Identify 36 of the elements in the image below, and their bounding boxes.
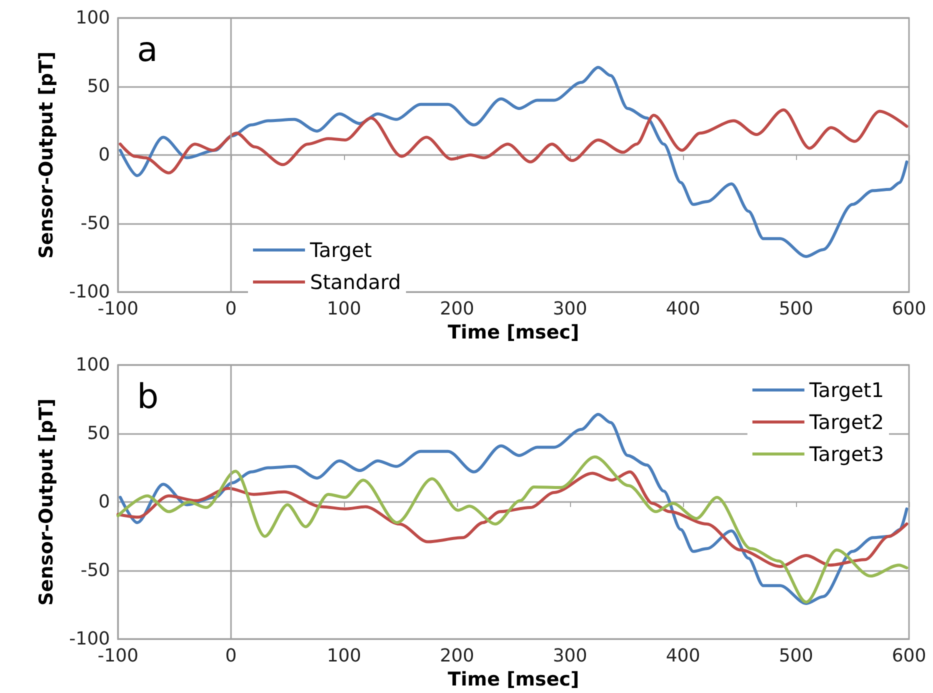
line-series <box>116 470 908 568</box>
x-axis-title: Time [msec] <box>448 668 580 690</box>
legend-label: Target2 <box>808 410 884 434</box>
y-tick-label: -50 <box>80 213 110 234</box>
legend-label: Target3 <box>808 442 884 466</box>
y-axis-title: Sensor-Output [pT] <box>36 398 58 606</box>
x-axis-title: Time [msec] <box>448 322 580 344</box>
x-tick-label: 300 <box>552 645 588 666</box>
legend-label: Target1 <box>808 378 884 402</box>
x-tick-label: 100 <box>326 645 362 666</box>
chart-title: b <box>137 376 159 416</box>
x-tick-label: 200 <box>440 298 474 320</box>
x-tick-label: 400 <box>666 645 700 666</box>
line-series <box>118 108 908 174</box>
y-tick-label: 50 <box>87 422 110 444</box>
y-tick-label: -100 <box>69 628 110 650</box>
y-tick-label: 100 <box>76 354 110 375</box>
x-tick-label: 600 <box>892 298 926 320</box>
x-tick-label: 500 <box>778 298 814 320</box>
x-tick-label: 200 <box>440 645 474 666</box>
y-tick-label: -50 <box>80 560 110 581</box>
y-tick-label: 50 <box>87 76 110 98</box>
y-tick-label: 100 <box>76 8 110 28</box>
y-tick-label: 0 <box>98 144 110 166</box>
x-tick-label: 600 <box>892 645 926 666</box>
x-tick-label: 100 <box>326 298 362 320</box>
x-tick-label: 300 <box>552 298 588 320</box>
x-tick-label: 400 <box>666 298 700 320</box>
legend-label: Standard <box>310 270 401 294</box>
legend-label: Target <box>309 238 372 262</box>
x-tick-label: 0 <box>225 298 237 320</box>
y-axis-title: Sensor-Output [pT] <box>36 51 58 259</box>
y-tick-label: 0 <box>98 491 110 512</box>
chart-title: a <box>137 30 158 70</box>
x-tick-label: 0 <box>225 645 237 666</box>
x-tick-label: 500 <box>778 645 814 666</box>
